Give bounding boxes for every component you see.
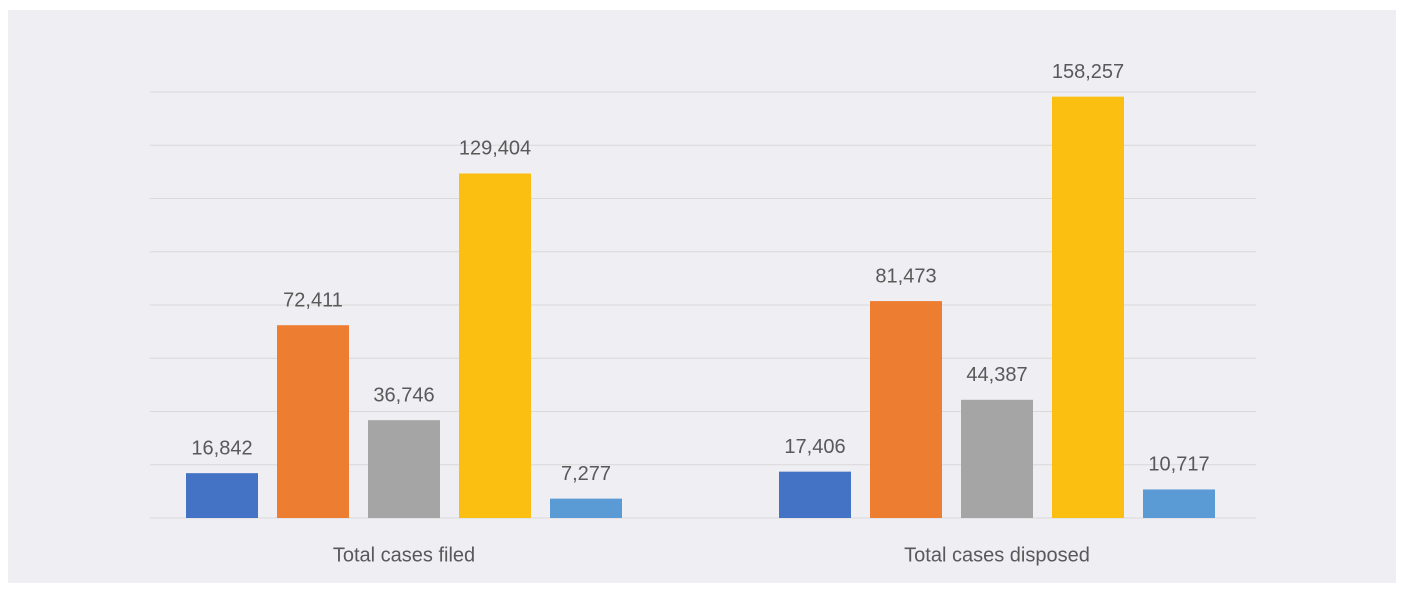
- data-label: 17,406: [784, 436, 845, 458]
- bar: [779, 471, 851, 518]
- bar: [550, 498, 622, 518]
- data-label: 158,257: [1052, 61, 1124, 83]
- bar: [961, 399, 1033, 518]
- bar: [277, 325, 349, 518]
- bar: [186, 473, 258, 518]
- data-label: 81,473: [875, 265, 936, 287]
- data-label: 129,404: [459, 138, 531, 160]
- bar: [459, 173, 531, 518]
- data-label: 36,746: [373, 384, 434, 406]
- data-label: 72,411: [283, 289, 343, 311]
- data-label: 16,842: [191, 437, 252, 459]
- x-tick-label: Total cases filed: [333, 544, 475, 566]
- bar: [368, 420, 440, 518]
- bar: [870, 301, 942, 518]
- data-label: 44,387: [966, 364, 1027, 386]
- bar: [1052, 96, 1124, 518]
- x-tick-label: Total cases disposed: [904, 544, 1090, 566]
- data-label: 10,717: [1148, 454, 1209, 476]
- bar: [1143, 489, 1215, 518]
- data-label: 7,277: [561, 463, 611, 485]
